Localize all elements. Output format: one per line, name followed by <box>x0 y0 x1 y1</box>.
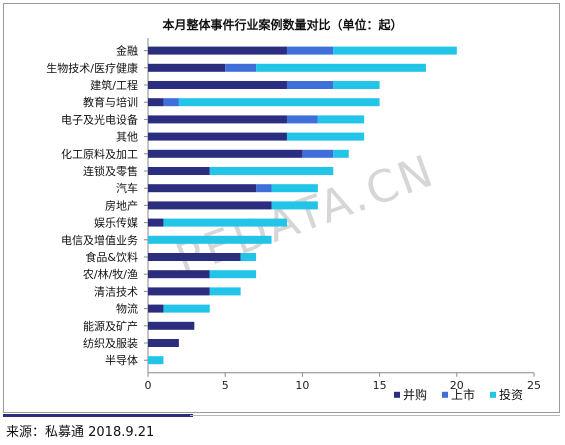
bar-segment <box>148 81 287 89</box>
bar-segment <box>148 184 257 193</box>
bar-segment <box>148 201 272 210</box>
legend-label: 投资 <box>499 387 523 402</box>
footer-divider <box>190 415 560 416</box>
category-label: 娱乐传媒 <box>94 216 138 230</box>
bar-segment <box>209 270 257 279</box>
category-label: 生物技术/医疗健康 <box>46 61 138 75</box>
bar-segment <box>148 218 164 227</box>
bar-segment <box>209 287 241 296</box>
bar-segment <box>148 321 195 330</box>
bar-segment <box>148 98 164 107</box>
category-label: 能源及矿产 <box>83 319 138 333</box>
bar-segment <box>163 218 287 227</box>
footer-accent-bar <box>3 414 193 417</box>
bar-segment <box>148 287 210 296</box>
category-label: 建筑/工程 <box>90 78 138 92</box>
bar-segment <box>209 167 334 175</box>
x-tick-label: 20 <box>450 379 464 392</box>
x-tick-label: 10 <box>295 379 309 392</box>
category-label: 电信及增值业务 <box>61 233 138 247</box>
bar-segment <box>225 63 257 72</box>
category-label: 纺织及服装 <box>83 336 138 350</box>
bar-segment <box>148 356 164 365</box>
bar-segment <box>333 149 349 158</box>
bar-segment <box>178 98 380 107</box>
category-label: 化工原料及加工 <box>61 147 138 161</box>
category-label: 半导体 <box>105 353 138 367</box>
bar-segment <box>271 184 318 193</box>
bar-segment <box>148 115 287 124</box>
category-label: 农/林/牧/渔 <box>83 267 138 281</box>
bar-segment <box>148 132 287 141</box>
category-label: 汽车 <box>116 181 138 195</box>
bar-segment <box>148 63 226 72</box>
category-label: 教育与培训 <box>83 95 138 109</box>
bar-segment <box>317 115 365 124</box>
category-label: 食品&饮料 <box>85 250 138 264</box>
bar-segment <box>333 81 380 89</box>
bar-segment <box>256 184 272 193</box>
legend-swatch <box>490 391 496 398</box>
legend-swatch <box>442 391 448 398</box>
bar-segment <box>286 81 334 89</box>
x-tick-label: 15 <box>373 379 387 392</box>
category-label: 金融 <box>116 44 138 58</box>
bar-segment <box>286 46 334 55</box>
bar-chart: 0 5 10 15 20 25 金融生物技术/医疗健康建筑/工程教育与培训电子及光电设备其他… <box>46 38 541 402</box>
bar-segment <box>333 46 457 55</box>
source-note: 来源：私募通 2018.9.21 <box>6 425 155 440</box>
bar-segment <box>148 167 210 175</box>
bar-segment <box>148 46 287 55</box>
category-label: 连锁及零售 <box>83 164 138 178</box>
category-label: 其他 <box>116 131 138 144</box>
x-tick-label: 5 <box>222 379 229 392</box>
bar-segment <box>148 235 272 244</box>
category-label: 房地产 <box>105 198 138 212</box>
bar-segment <box>163 98 179 107</box>
bar-segment <box>148 339 179 347</box>
category-label: 清洁技术 <box>94 285 138 298</box>
bar-segment <box>148 149 303 158</box>
bar-segment <box>286 115 318 124</box>
bar-segment <box>240 253 257 261</box>
legend-label: 上市 <box>451 387 475 402</box>
x-tick-label: 25 <box>527 379 541 392</box>
bar-segment <box>148 253 241 261</box>
bar-segment <box>271 201 318 210</box>
category-label: 物流 <box>116 302 138 316</box>
bar-segment <box>286 132 365 141</box>
x-tick-label: 0 <box>145 379 152 392</box>
bar-segment <box>163 304 210 313</box>
bar-segment <box>256 63 426 72</box>
bar-segment <box>302 149 334 158</box>
legend-label: 并购 <box>403 387 427 402</box>
chart-title: 本月整体事件行业案例数量对比（单位：起） <box>162 18 403 32</box>
legend-swatch <box>394 391 400 398</box>
bar-segment <box>148 270 210 279</box>
category-label: 电子及光电设备 <box>61 112 138 126</box>
bar-segment <box>148 304 164 313</box>
